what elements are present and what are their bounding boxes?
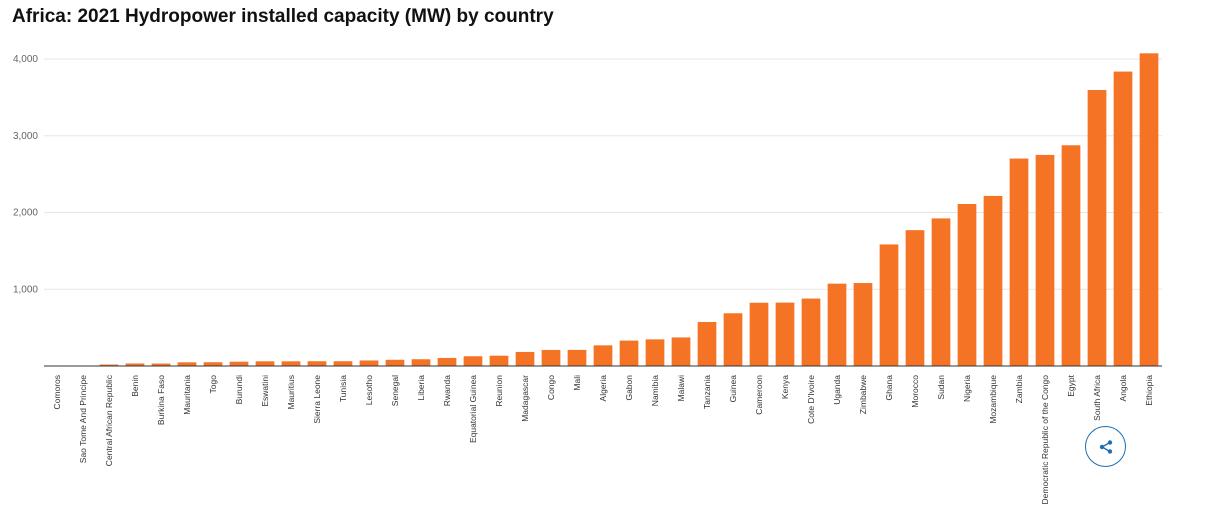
bar: [749, 302, 769, 366]
bar: [671, 337, 691, 366]
x-tick-label: Tanzania: [702, 375, 712, 409]
bar: [827, 283, 847, 366]
x-axis-ticks: Comoros Sao Tome And Principe Central Afri…: [52, 374, 1154, 504]
bar: [177, 362, 197, 366]
x-tick-label: Kenya: [780, 375, 790, 399]
bar: [229, 361, 249, 366]
bar: [333, 361, 353, 366]
bar: [801, 298, 821, 366]
bar: [1035, 154, 1055, 366]
x-tick-label: South Africa: [1092, 375, 1102, 421]
bar: [1113, 71, 1133, 366]
y-tick-label: 1,000: [13, 284, 38, 295]
y-tick-label: 2,000: [13, 208, 38, 219]
x-tick-label: Burkina Faso: [156, 375, 166, 425]
x-tick-label: Mauritania: [182, 375, 192, 415]
x-tick-label: Central African Republic: [104, 374, 114, 466]
bar: [99, 364, 119, 366]
x-tick-label: Ethiopia: [1144, 375, 1154, 406]
x-tick-label: Sao Tome And Principe: [78, 375, 88, 463]
x-tick-label: Zambia: [1014, 375, 1024, 404]
x-tick-label: Sudan: [936, 375, 946, 400]
bar: [307, 361, 327, 366]
bar: [723, 313, 743, 366]
bar: [541, 349, 561, 366]
bar: [437, 357, 457, 366]
bars: [47, 53, 1159, 367]
x-tick-label: Benin: [130, 375, 140, 397]
bar: [931, 218, 951, 366]
bar: [151, 363, 171, 366]
bar: [515, 351, 535, 366]
bar: [359, 360, 379, 366]
x-tick-label: Ghana: [884, 375, 894, 401]
bar: [203, 362, 223, 366]
bar: [697, 322, 717, 366]
x-tick-label: Mali: [572, 375, 582, 391]
x-tick-label: Morocco: [910, 375, 920, 408]
x-tick-label: Burundi: [234, 375, 244, 404]
share-button[interactable]: [1085, 426, 1126, 467]
bar: [463, 356, 483, 366]
x-tick-label: Equatorial Guinea: [468, 375, 478, 443]
bar: [281, 361, 301, 366]
x-tick-label: Sierra Leone: [312, 375, 322, 424]
y-tick-label: 3,000: [13, 131, 38, 142]
bar: [1087, 90, 1107, 366]
x-tick-label: Nigeria: [962, 375, 972, 402]
y-tick-label: 4,000: [13, 54, 38, 65]
bar: [983, 195, 1003, 366]
x-tick-label: Togo: [208, 375, 218, 394]
x-tick-label: Zimbabwe: [858, 375, 868, 414]
bar: [775, 302, 795, 366]
bar: [255, 361, 275, 366]
x-tick-label: Mauritius: [286, 375, 296, 409]
y-axis-ticks: 1,000 2,000 3,000 4,000: [13, 54, 38, 295]
x-tick-label: Cote D'Ivoire: [806, 375, 816, 424]
bar: [645, 339, 665, 366]
x-tick-label: Mozambique: [988, 375, 998, 424]
bar: [593, 345, 613, 366]
x-tick-label: Uganda: [832, 375, 842, 405]
x-tick-label: Lesotho: [364, 375, 374, 406]
bar: [905, 230, 925, 366]
x-tick-label: Rwanda: [442, 375, 452, 406]
x-tick-label: Egypt: [1066, 374, 1076, 396]
bar: [619, 340, 639, 366]
x-tick-label: Algeria: [598, 375, 608, 402]
bar: [567, 349, 587, 366]
bar: [489, 355, 509, 366]
bar: [1139, 53, 1159, 367]
bar: [1061, 145, 1081, 366]
x-tick-label: Liberia: [416, 375, 426, 401]
bar: [385, 359, 405, 366]
x-tick-label: Cameroon: [754, 375, 764, 415]
x-tick-label: Angola: [1118, 375, 1128, 402]
bar: [853, 283, 873, 366]
x-tick-label: Democratic Republic of the Congo: [1040, 375, 1050, 505]
bar: [411, 359, 431, 366]
bar: [125, 363, 145, 366]
x-tick-label: Eswatini: [260, 375, 270, 407]
x-tick-label: Comoros: [52, 375, 62, 409]
x-tick-label: Tunisia: [338, 375, 348, 402]
x-tick-label: Madagascar: [520, 375, 530, 422]
x-tick-label: Congo: [546, 375, 556, 400]
x-tick-label: Namibia: [650, 375, 660, 406]
x-tick-label: Gabon: [624, 375, 634, 401]
bar: [1009, 158, 1029, 366]
x-tick-label: Guinea: [728, 375, 738, 403]
bar: [957, 203, 977, 366]
x-tick-label: Senegal: [390, 375, 400, 406]
bar: [879, 244, 899, 366]
x-tick-label: Reunion: [494, 375, 504, 407]
chart-title: Africa: 2021 Hydropower installed capaci…: [12, 6, 554, 27]
share-icon: [1099, 439, 1112, 454]
x-tick-label: Malawi: [676, 375, 686, 402]
